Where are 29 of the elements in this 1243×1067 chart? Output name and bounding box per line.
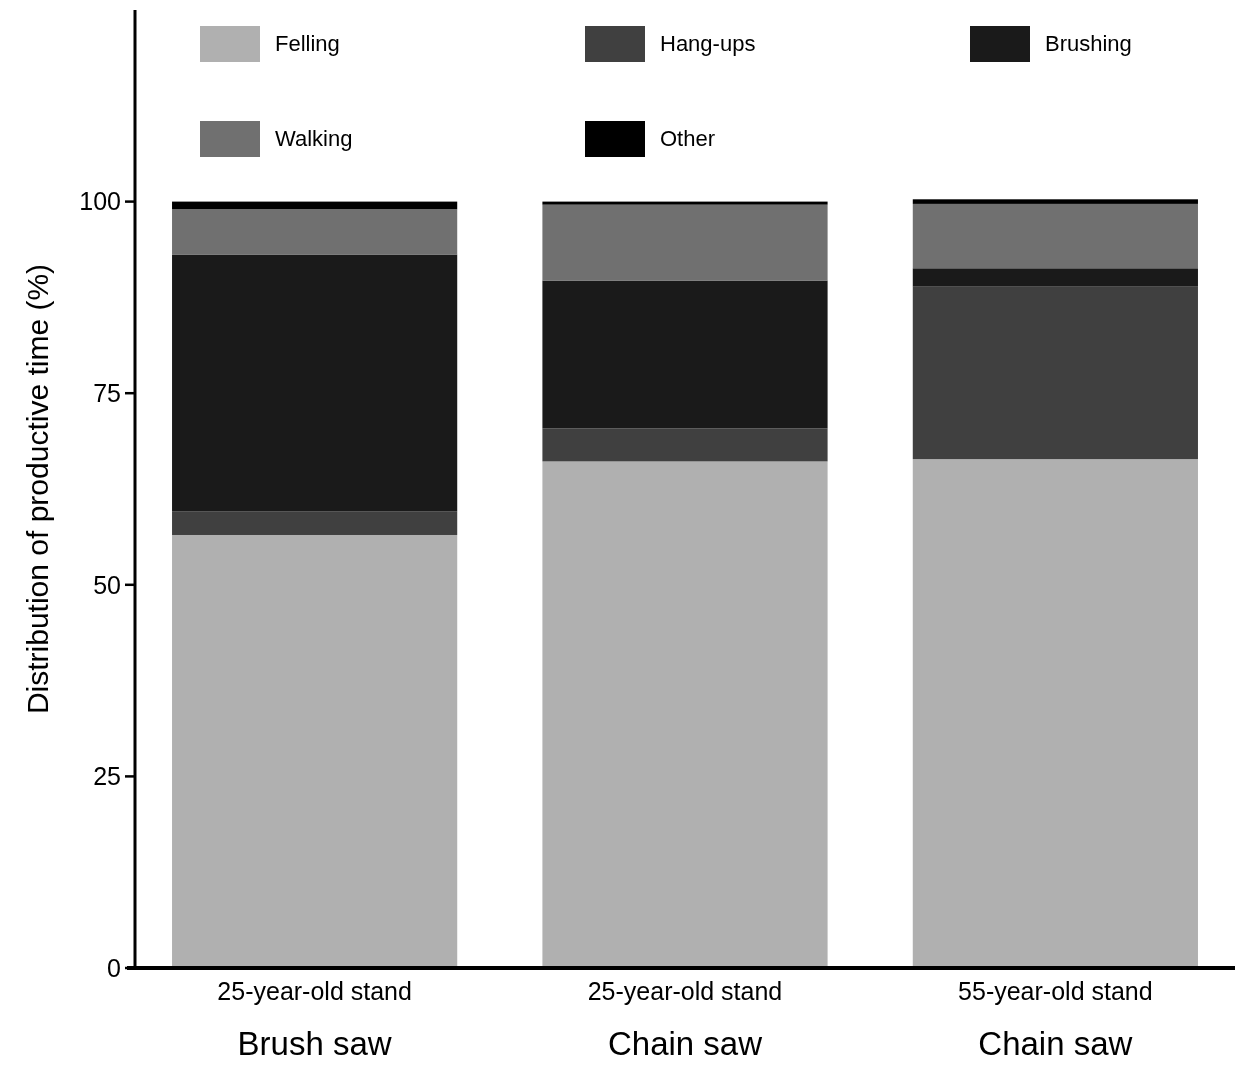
bar — [172, 201, 458, 210]
y-tick-label: 100 — [79, 187, 121, 216]
bar — [542, 428, 828, 462]
bar — [912, 459, 1198, 968]
y-tick-label: 75 — [93, 378, 121, 407]
legend-label: Other — [660, 126, 716, 151]
y-axis-title: Distribution of productive time (%) — [21, 263, 54, 715]
bar — [542, 280, 828, 429]
legend-label: Hang-ups — [660, 31, 756, 56]
x-tick-label: 25-year-old stand Brush saw — [217, 977, 412, 1062]
bar — [542, 201, 828, 205]
y-tick-label: 0 — [107, 953, 121, 982]
legend-label: Walking — [275, 126, 353, 151]
bar — [912, 203, 1198, 269]
bar — [912, 199, 1198, 204]
y-tick-label: 50 — [93, 570, 121, 599]
bar — [172, 534, 458, 968]
bar — [542, 461, 828, 968]
y-tick-label: 25 — [93, 762, 121, 791]
legend-label: Felling — [275, 31, 340, 56]
bar — [172, 511, 458, 535]
bar — [172, 209, 458, 255]
x-tick-label: 55-year-old stand Chain saw — [958, 977, 1153, 1062]
bar — [912, 268, 1198, 287]
x-tick-label: 25-year-old stand Chain saw — [587, 977, 783, 1062]
bar — [912, 286, 1198, 460]
bar — [172, 254, 458, 512]
bar — [542, 204, 828, 281]
legend-label: Brushing — [1045, 31, 1132, 56]
